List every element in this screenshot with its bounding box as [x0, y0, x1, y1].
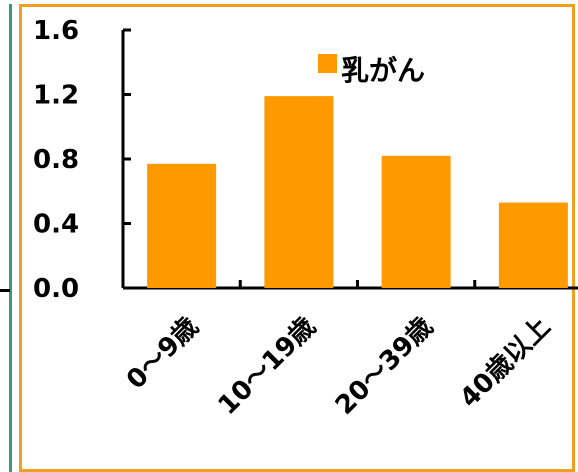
- left-panel-border: [0, 4, 12, 472]
- y-tick-label: 0.0: [33, 274, 79, 304]
- bar: [264, 96, 334, 288]
- y-tick-label: 1.6: [33, 16, 79, 46]
- y-tick-labels: 0.0 0.4 0.8 1.2 1.6: [33, 16, 79, 304]
- y-tick-label: 0.4: [33, 210, 79, 240]
- bar: [498, 202, 568, 288]
- bar: [147, 163, 217, 288]
- y-tick-label: 0.8: [33, 145, 79, 175]
- legend-label: 乳がん: [341, 54, 425, 87]
- legend: 乳がん: [318, 54, 425, 87]
- x-category-label: 0～9歳: [121, 312, 205, 396]
- bars: [147, 96, 568, 288]
- x-category-labels: 0～9歳 10～19歳 20～39歳 40歳以上: [121, 312, 556, 421]
- legend-swatch: [318, 54, 337, 73]
- bar: [381, 155, 451, 288]
- x-category-label: 20～39歳: [330, 312, 439, 421]
- y-tick-label: 1.2: [33, 81, 79, 111]
- x-category-label: 10～19歳: [213, 312, 322, 421]
- left-panel-tick: [0, 289, 10, 292]
- x-category-label: 40歳以上: [454, 312, 556, 414]
